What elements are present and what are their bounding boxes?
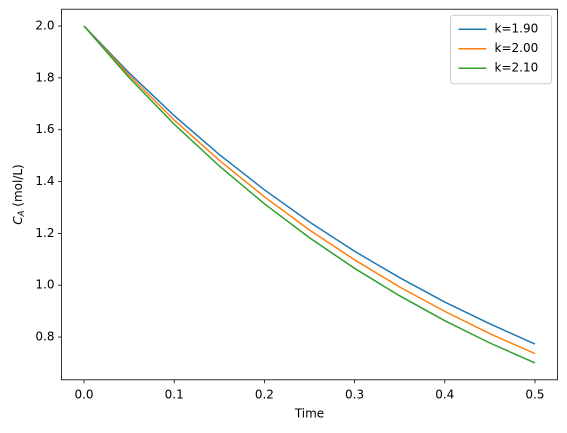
line-series xyxy=(83,25,536,355)
line-series xyxy=(83,25,536,364)
legend-box xyxy=(450,14,552,85)
x-tick-label: 0.1 xyxy=(165,387,184,401)
legend-label: k=1.90 xyxy=(495,22,539,36)
x-tick-label: 0.0 xyxy=(74,387,93,401)
y-tick-label: 2.0 xyxy=(35,19,54,33)
legend-label: k=2.10 xyxy=(495,61,539,75)
y-tick-label: 0.8 xyxy=(35,330,54,344)
x-tick-label: 0.3 xyxy=(345,387,364,401)
x-tick-label: 0.4 xyxy=(435,387,454,401)
x-axis-label: Time xyxy=(294,407,324,421)
y-tick-label: 1.0 xyxy=(35,278,54,292)
y-tick-label: 1.8 xyxy=(35,70,54,84)
y-axis-label: CA (mol/L) xyxy=(11,164,27,225)
legend-label: k=2.00 xyxy=(495,41,539,55)
y-tick-label: 1.6 xyxy=(35,122,54,136)
y-tick-label: 1.4 xyxy=(35,174,54,188)
line-series xyxy=(83,25,536,345)
plot-frame xyxy=(61,8,558,381)
y-tick-label: 1.2 xyxy=(35,226,54,240)
x-tick-label: 0.5 xyxy=(525,387,544,401)
x-tick-label: 0.2 xyxy=(255,387,274,401)
